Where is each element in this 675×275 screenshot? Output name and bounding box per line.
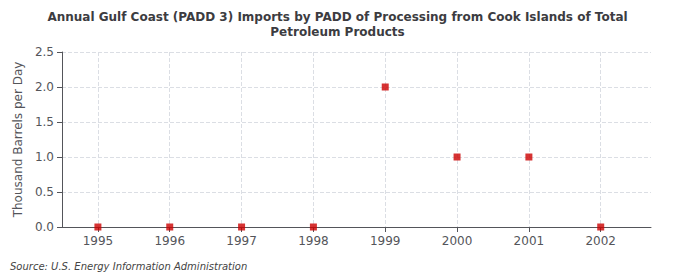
svg-text:0.0: 0.0: [35, 220, 54, 234]
svg-text:Annual Gulf Coast (PADD 3) Imp: Annual Gulf Coast (PADD 3) Imports by PA…: [47, 10, 627, 24]
svg-text:1997: 1997: [226, 234, 257, 248]
svg-text:1.0: 1.0: [35, 150, 54, 164]
svg-text:0.5: 0.5: [35, 185, 54, 199]
svg-text:2000: 2000: [442, 234, 473, 248]
svg-text:2001: 2001: [514, 234, 545, 248]
svg-text:Petroleum Products: Petroleum Products: [270, 25, 404, 39]
svg-text:2.0: 2.0: [35, 80, 54, 94]
svg-text:Thousand Barrels per Day: Thousand Barrels per Day: [11, 62, 25, 219]
svg-text:2.5: 2.5: [35, 45, 54, 59]
svg-text:Source: U.S. Energy Informatio: Source: U.S. Energy Information Administ…: [10, 261, 247, 272]
svg-text:2002: 2002: [585, 234, 616, 248]
svg-text:1996: 1996: [154, 234, 185, 248]
svg-text:1999: 1999: [370, 234, 401, 248]
svg-text:1995: 1995: [83, 234, 114, 248]
svg-text:1998: 1998: [298, 234, 329, 248]
svg-text:1.5: 1.5: [35, 115, 54, 129]
